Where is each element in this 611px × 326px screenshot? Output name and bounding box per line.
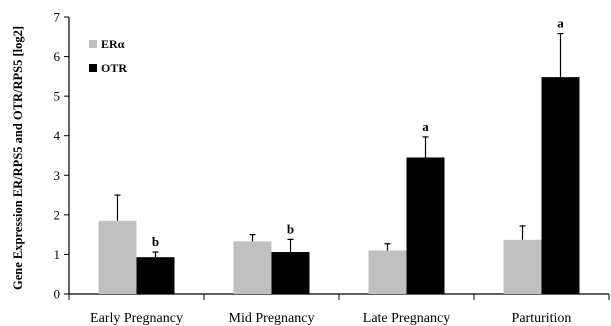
y-tick-label: 3 <box>54 168 61 183</box>
x-tick-label: Mid Pregnancy <box>229 311 315 326</box>
y-tick-label: 2 <box>54 207 61 222</box>
y-tick-label: 5 <box>54 89 61 104</box>
legend-swatch <box>89 64 97 72</box>
bar-otr <box>406 157 445 294</box>
legend: ERα OTR <box>89 37 127 75</box>
y-tick-label: 4 <box>54 128 61 143</box>
legend-label: ERα <box>101 37 125 51</box>
significance-label: a <box>422 119 429 134</box>
bar-er <box>98 220 137 294</box>
bar-er <box>368 250 407 294</box>
y-tick-label: 1 <box>54 247 61 262</box>
y-tick-label: 7 <box>54 10 61 25</box>
x-tick-label: Early Pregnancy <box>90 311 183 326</box>
significance-label: b <box>287 221 294 236</box>
y-tick-label: 0 <box>54 287 61 302</box>
x-tick-label: Late Pregnancy <box>363 311 450 326</box>
bar-otr <box>136 257 175 294</box>
x-tick-label: Parturition <box>512 311 572 326</box>
bar-otr <box>271 252 310 294</box>
bar-er <box>503 239 542 294</box>
significance-label: b <box>152 234 159 249</box>
y-tick-label: 6 <box>54 49 61 64</box>
bar-otr <box>541 77 580 294</box>
y-axis-label: Gene Expression ER/RPS5 and OTR/RPS5 [lo… <box>11 26 25 290</box>
legend-label: OTR <box>101 61 127 75</box>
bar-er <box>233 241 272 294</box>
legend-swatch <box>89 40 97 48</box>
plot-area: 0 1 2 3 4 5 6 7 Early Pregnancy Mid Pregnancy Late… <box>54 10 610 326</box>
significance-label: a <box>557 16 564 31</box>
